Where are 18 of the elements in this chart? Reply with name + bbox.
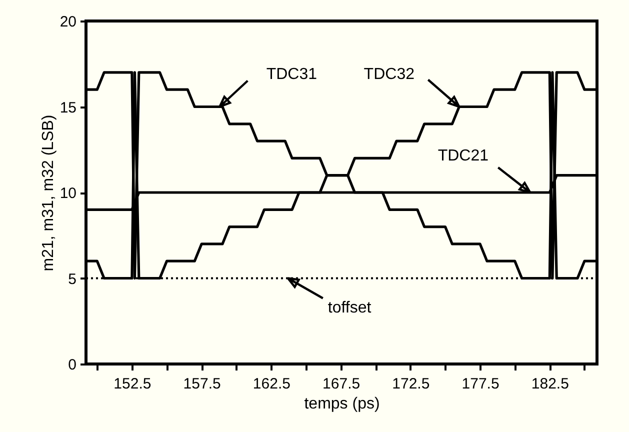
annotation: toffset [328, 299, 372, 316]
x-tick-label: 182.5 [531, 376, 569, 392]
annotation: TDC21 [438, 148, 489, 164]
y-axis-title: m21, m31, m32 (LSB) [40, 114, 57, 272]
y-tick-label: 5 [68, 270, 76, 288]
y-tick-label: 15 [60, 99, 76, 116]
x-axis-title: temps (ps) [304, 396, 380, 412]
x-tick-label: 162.5 [252, 376, 290, 392]
annotation: TDC32 [364, 66, 415, 83]
x-tick-label: 167.5 [322, 376, 360, 392]
y-tick-label: 10 [60, 185, 76, 202]
annotation: TDC31 [266, 66, 318, 83]
x-tick-label: 157.5 [183, 376, 221, 392]
y-tick-label: 0 [68, 356, 76, 374]
x-tick-label: 152.5 [114, 376, 152, 392]
x-tick-label: 172.5 [392, 376, 430, 392]
y-tick-label: 20 [60, 14, 76, 30]
x-tick-label: 177.5 [462, 376, 500, 392]
